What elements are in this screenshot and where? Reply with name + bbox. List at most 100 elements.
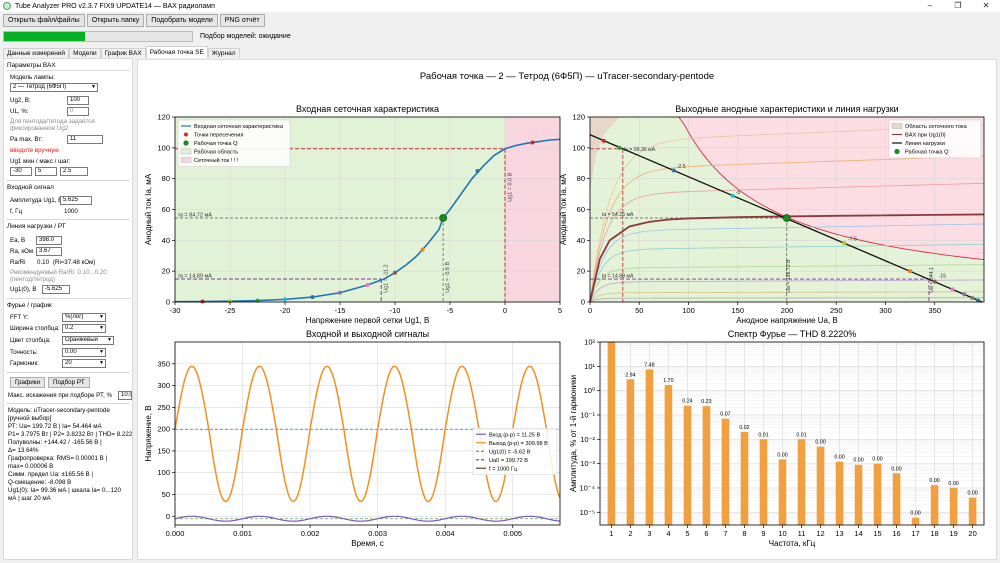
tab-log[interactable]: Журнал: [207, 48, 240, 58]
y-tick-label: 10¹: [584, 362, 595, 371]
precision-value: 0.00: [65, 349, 77, 355]
bar-value-label: 0.00: [891, 466, 901, 472]
info-line: РТ: Ua= 199.72 В | Ia= 54.464 мА: [8, 423, 102, 430]
max-distortion-label: Макс. искажения при подборе РТ, %: [8, 392, 113, 399]
tab-graph[interactable]: График BAX: [100, 48, 146, 58]
annotation: Ia = 84.72 мА: [178, 212, 212, 218]
bar-value-label: 0.23: [701, 399, 711, 405]
amp-field[interactable]: 5.625: [60, 196, 92, 205]
info-line: Модель: uTracer-secondary-pentode: [8, 407, 110, 414]
open-folder-button[interactable]: Открыть папку: [86, 14, 145, 27]
ug2-field[interactable]: 100: [67, 96, 89, 105]
load-point: [617, 145, 622, 150]
bar-value-label: 0.00: [967, 491, 977, 497]
bar-value-label: 7.48: [644, 362, 654, 368]
close-icon[interactable]: ✕: [982, 1, 990, 10]
load-point: [932, 279, 937, 284]
annotation: Ug1 = -11.2: [383, 264, 389, 293]
chevron-down-icon: ▼: [107, 337, 112, 343]
spectrum-bar: [683, 405, 692, 525]
y-tick-label: 80: [162, 174, 170, 183]
bar-value-label: 0.01: [796, 432, 806, 438]
y-tick-label: 10⁻¹: [580, 410, 595, 419]
intersection-point: [393, 270, 397, 275]
intersection-point: [338, 290, 342, 295]
y-tick-label: 60: [577, 205, 585, 214]
spectrum-bar: [968, 497, 977, 525]
legend-entry: Рабочая область: [194, 150, 238, 156]
chart-title: Спектр Фурье — THD 8.2220%: [728, 329, 857, 339]
bar-value-label: 0.00: [910, 511, 920, 517]
annotation: Ug1 = 0.0 В: [508, 172, 514, 202]
legend-swatch: [180, 148, 192, 155]
annotation: Ia = 99.36 мА: [623, 147, 655, 153]
tab-models[interactable]: Модели: [69, 48, 101, 58]
precision-label: Точность:: [10, 349, 38, 356]
y-tick-label: 120: [572, 113, 585, 122]
bar-value-label: 0.00: [777, 452, 787, 458]
ri-note: (Ri≈37.48 кОм): [53, 259, 96, 266]
bar-width-value: 0.2: [65, 325, 74, 331]
x-tick-label: -10: [390, 306, 401, 315]
toolbar: Открыть файл/файлы Открыть папку Подобра…: [3, 14, 265, 27]
bar-color-select[interactable]: Оранжевый ▼: [62, 336, 114, 345]
chevron-down-icon: ▼: [99, 325, 104, 331]
ea-field[interactable]: 398.0: [36, 236, 62, 245]
legend-entry: Вход (p-p) = 11.25 В: [489, 432, 541, 438]
annotation: -5: [736, 190, 741, 196]
q-point: [439, 214, 448, 222]
minimize-icon[interactable]: –: [927, 1, 933, 10]
divider: [6, 180, 130, 181]
legend-entry: Точки пересечения: [194, 133, 243, 139]
x-tick-label: 18: [930, 529, 938, 538]
open-files-button[interactable]: Открыть файл/файлы: [3, 14, 85, 27]
y-axis-label: Напряжение, В: [144, 405, 153, 461]
select-op-button[interactable]: Подбор РТ: [48, 377, 90, 388]
harmonics-select[interactable]: 20 ▼: [62, 359, 106, 368]
x-tick-label: 11: [798, 529, 806, 538]
legend-entry: Рабочая точка Q: [905, 150, 949, 156]
params-title: Параметры BAX: [7, 62, 56, 69]
freq-value: 1000: [64, 208, 78, 215]
divider: [6, 219, 130, 220]
plot-area: [600, 342, 984, 525]
x-axis-label: Частота, кГц: [769, 539, 816, 548]
pamax-field[interactable]: 11: [67, 135, 103, 144]
tab-operating-point[interactable]: Рабочая точка SE: [145, 46, 208, 58]
y-tick-label: 50: [162, 490, 170, 499]
annotation: Ia = 14.89 мА: [178, 273, 212, 279]
maximize-icon[interactable]: ❐: [954, 1, 962, 10]
model-select[interactable]: 2 — Тетрод (6Ф5П) ▼: [10, 83, 98, 92]
ug1-max-field[interactable]: 5: [35, 167, 57, 176]
ul-field[interactable]: 0: [67, 107, 89, 116]
intersection-point: [283, 297, 287, 302]
precision-select[interactable]: 0.00 ▼: [62, 348, 106, 357]
x-tick-label: 300: [879, 306, 892, 315]
ffty-select[interactable]: %(лог) ▼: [62, 313, 106, 322]
legend-swatch: [891, 123, 903, 129]
ul-label: UL, %:: [10, 108, 29, 115]
ra-recommendation-2: (пентод/тетрод): [10, 276, 55, 283]
spectrum-bar: [778, 459, 787, 525]
bar-value-label: 0.00: [815, 440, 825, 446]
ug10-field[interactable]: -5.625: [42, 285, 70, 294]
bar-width-select[interactable]: 0.2 ▼: [62, 324, 106, 333]
y-tick-label: 20: [162, 267, 170, 276]
png-report-button[interactable]: PNG отчёт: [219, 14, 265, 27]
freq-label: f, Гц: [10, 208, 23, 215]
axes-frame: [599, 341, 985, 526]
max-distortion-field[interactable]: 10.0: [118, 391, 132, 400]
spectrum-bar: [626, 379, 635, 525]
info-line: Графопроверка: RMS= 0.00001 В |: [8, 455, 108, 462]
tab-measurements[interactable]: Данные измерений: [3, 48, 70, 58]
bar-width-label: Ширина столбца:: [10, 325, 60, 332]
chart-title: Выходные анодные характеристики и линия …: [675, 104, 898, 114]
graphs-button[interactable]: Графики: [10, 377, 46, 388]
left-panel: Параметры BAX Модель лампы: 2 — Тетрод (…: [3, 58, 133, 560]
spectrum-bar: [759, 439, 768, 525]
ra-field[interactable]: 3.67: [36, 247, 62, 256]
ug1-step-field[interactable]: 2.5: [60, 167, 88, 176]
ug1-min-field[interactable]: -30: [10, 167, 32, 176]
fit-models-button[interactable]: Подобрать модели: [146, 14, 218, 27]
load-point: [730, 193, 735, 198]
